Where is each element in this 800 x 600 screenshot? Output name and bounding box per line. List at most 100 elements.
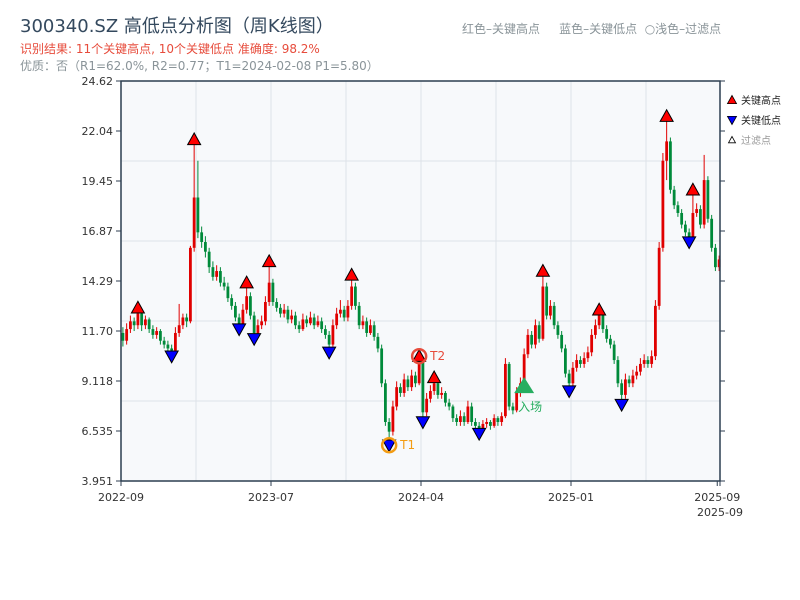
candle — [485, 418, 489, 428]
candle — [125, 323, 129, 345]
candle — [684, 220, 687, 237]
candle-body — [331, 325, 335, 345]
candle — [504, 358, 507, 419]
candle — [399, 383, 402, 397]
candle — [691, 189, 695, 241]
candle-body — [350, 286, 354, 306]
entry-marker — [514, 377, 535, 394]
candle — [339, 300, 342, 318]
candle — [331, 319, 335, 347]
candle-body — [256, 325, 260, 333]
candle-body — [541, 286, 545, 339]
candle — [470, 402, 474, 426]
key-high-marker — [261, 253, 277, 268]
candle — [436, 381, 440, 399]
candle — [376, 332, 380, 353]
candle — [391, 400, 395, 436]
candle-body — [646, 360, 650, 364]
chart-title: 300340.SZ 高低点分析图（周K线图） — [20, 16, 334, 37]
candle-body — [567, 373, 571, 384]
key-low-marker — [246, 333, 262, 347]
candle — [459, 410, 462, 426]
candle-body — [219, 271, 222, 283]
candle — [564, 344, 567, 378]
key-low-marker — [471, 427, 487, 442]
candle — [560, 331, 564, 353]
candle — [219, 267, 222, 287]
candle — [556, 321, 560, 339]
candle-body — [657, 247, 661, 306]
candle — [159, 329, 162, 345]
candle-body — [421, 360, 425, 413]
candle-body — [616, 360, 620, 384]
candle — [226, 282, 230, 303]
candle — [549, 300, 552, 320]
candle-body — [237, 317, 241, 326]
candle-body — [669, 141, 672, 190]
candle — [200, 226, 204, 248]
candle-body — [391, 406, 395, 432]
candle-body — [702, 180, 706, 225]
y-tick-label: 24.62 — [82, 75, 114, 88]
candle-body — [170, 348, 174, 351]
candle-body — [249, 296, 252, 316]
color-hint: 红色–关键高点 蓝色–关键低点 ○浅色–过滤点 — [462, 22, 722, 36]
candle — [496, 416, 500, 426]
candle-body — [327, 334, 331, 345]
candle — [204, 236, 207, 258]
candle — [354, 282, 357, 310]
candle-body — [189, 247, 192, 322]
candle-body — [534, 325, 537, 345]
candle — [672, 185, 676, 210]
candle-body — [440, 392, 444, 395]
candle — [714, 243, 717, 272]
key-high-marker — [591, 302, 607, 316]
key-high-marker — [426, 369, 442, 384]
candle — [346, 300, 350, 322]
candle-body — [372, 325, 376, 337]
candle — [256, 319, 260, 335]
candle-body — [496, 418, 500, 422]
candle-body — [309, 317, 312, 324]
candle — [635, 365, 639, 380]
candle-body — [147, 319, 151, 330]
candle-body — [384, 383, 387, 422]
candle-body — [429, 391, 432, 399]
candle-body — [605, 329, 609, 339]
candle-body — [174, 332, 177, 351]
x-tick-label: 2025-09 — [694, 491, 740, 504]
candle — [297, 321, 301, 333]
candle-body — [549, 305, 552, 316]
candle-body — [387, 421, 391, 432]
y-tick-label: 3.951 — [82, 475, 114, 488]
candle — [590, 329, 594, 357]
candle — [174, 327, 177, 353]
candle — [290, 309, 294, 324]
candle-body — [425, 398, 429, 413]
candle-body — [444, 392, 447, 403]
candle — [312, 313, 316, 330]
candle-body — [627, 379, 631, 384]
candle — [410, 369, 414, 392]
candle — [421, 358, 425, 422]
candle-body — [196, 197, 200, 233]
candle-body — [215, 271, 219, 277]
candle-body — [166, 344, 170, 349]
candle-body — [699, 209, 702, 225]
y-tick-label: 22.04 — [82, 125, 114, 138]
candle-body — [590, 334, 594, 353]
candle — [350, 274, 354, 310]
candle-body — [579, 360, 582, 364]
candle — [151, 325, 155, 339]
key-low-marker — [561, 385, 577, 399]
candle — [489, 420, 492, 430]
legend-label: 关键低点 — [741, 114, 781, 127]
candle — [639, 358, 642, 376]
x-tick-label: 2022-09 — [98, 491, 144, 504]
candle — [706, 176, 710, 223]
candle — [316, 315, 320, 328]
legend-label: 过滤点 — [741, 134, 771, 147]
candle — [429, 385, 432, 403]
candle-body — [706, 180, 710, 219]
candle — [301, 313, 305, 332]
